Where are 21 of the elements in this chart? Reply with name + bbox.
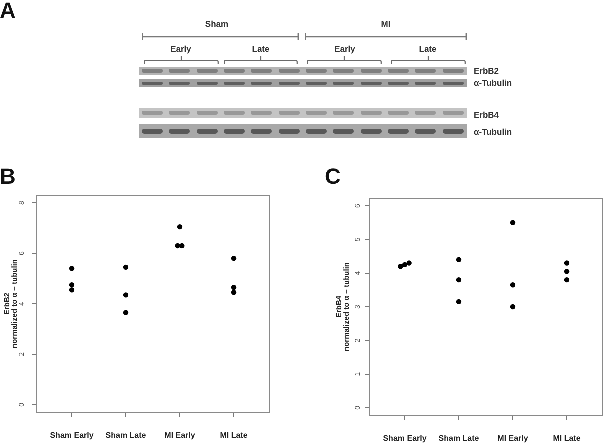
chart-title: C: [325, 164, 341, 189]
text: Late: [252, 44, 270, 54]
x-tick-label: Sham Early: [50, 431, 94, 440]
x-tick-label: Sham Early: [383, 434, 428, 443]
text: α-Tubulin: [474, 126, 512, 137]
text: Late: [419, 44, 437, 54]
text: Sham: [205, 18, 229, 29]
chart-title: B: [0, 164, 16, 189]
text: Early: [170, 44, 192, 54]
x-tick-label: MI Early: [164, 431, 196, 440]
x-tick-label: Sham Late: [106, 431, 147, 440]
text: A: [0, 0, 16, 23]
x-tick-label: Sham Late: [438, 434, 480, 443]
x-tick-label: MI Late: [553, 434, 582, 443]
x-tick-label: MI Late: [220, 431, 248, 440]
text: α-Tubulin: [474, 78, 512, 88]
text: Early: [334, 44, 356, 54]
x-tick-label: MI Early: [498, 434, 529, 443]
text: ErbB2: [474, 66, 500, 76]
text: ErbB4: [474, 110, 500, 120]
text: MI: [381, 18, 391, 29]
